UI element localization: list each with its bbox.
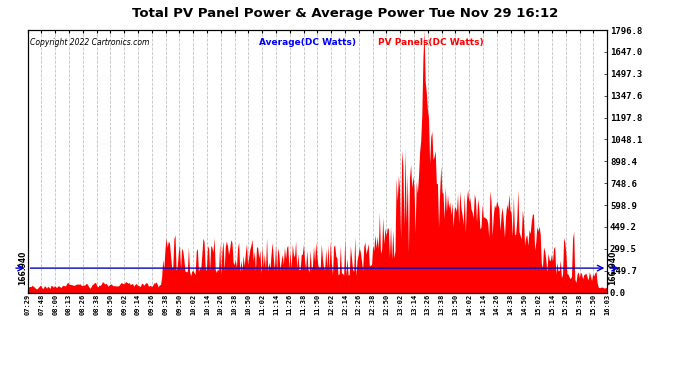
Text: Copyright 2022 Cartronics.com: Copyright 2022 Cartronics.com xyxy=(30,38,150,47)
Text: Average(DC Watts): Average(DC Watts) xyxy=(259,38,357,47)
Text: 166.940: 166.940 xyxy=(608,251,617,285)
Text: Total PV Panel Power & Average Power Tue Nov 29 16:12: Total PV Panel Power & Average Power Tue… xyxy=(132,8,558,21)
Text: 166.940: 166.940 xyxy=(18,251,27,285)
Text: PV Panels(DC Watts): PV Panels(DC Watts) xyxy=(378,38,484,47)
